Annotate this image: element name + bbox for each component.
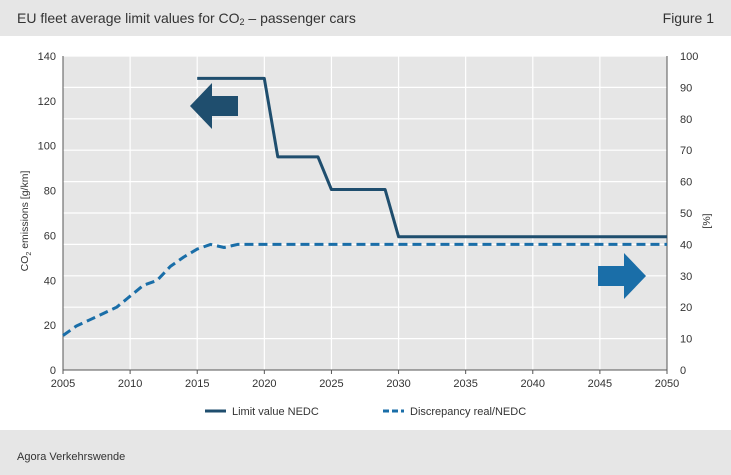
y-left-tick-label: 20 [44,320,56,332]
y-right-tick-label: 30 [680,271,692,283]
y-left-tick-label: 0 [50,365,56,377]
x-tick-label: 2045 [588,378,612,390]
y-axis-right-label: [%] [701,213,713,228]
y-right-tick-label: 0 [680,365,686,377]
y-right-tick-label: 40 [680,239,692,251]
x-tick-label: 2050 [655,378,679,390]
series-line-limit [197,76,667,239]
y-right-tick-label: 50 [680,208,692,220]
axes: 2005 2010 2015 2020 2025 2030 2035 2040 2045 2050… [38,51,699,390]
y-right-tick-label: 80 [680,114,692,126]
y-axis-left-label: CO2 emissions [g/km] [19,171,33,272]
title-text: EU fleet average limit values for CO [17,10,240,26]
figure-label: Figure 1 [662,10,714,26]
y-left-tick-label: 80 [44,186,56,198]
legend-label-discrepancy: Discrepancy real/NEDC [410,406,526,418]
x-tick-label: 2020 [252,378,276,390]
series-line-discrepancy [62,242,667,337]
y-right-tick-label: 60 [680,177,692,189]
x-tick-label: 2040 [521,378,545,390]
axis-arrows [190,83,646,299]
y-left-tick-label: 40 [44,275,56,287]
grid [63,55,667,370]
series-layer [62,76,667,337]
footer: Agora Verkehrswende [0,430,731,475]
legend-label-limit: Limit value NEDC [232,406,319,418]
y-right-tick-label: 90 [680,82,692,94]
title-text-end: – passenger cars [244,10,356,26]
x-tick-label: 2015 [185,378,209,390]
y-right-tick-label: 20 [680,302,692,314]
left-axis-arrow [190,83,238,129]
y-right-tick-label: 100 [680,51,698,63]
legend: Limit value NEDC Discrepancy real/NEDC [205,406,526,418]
y-left-tick-label: 120 [38,96,56,108]
chart-svg: 2005 2010 2015 2020 2025 2030 2035 2040 2045 2050… [19,51,713,418]
y-right-tick-label: 70 [680,145,692,157]
x-tick-label: 2010 [118,378,142,390]
x-tick-label: 2025 [319,378,343,390]
y-left-tick-label: 140 [38,51,56,63]
x-tick-label: 2005 [51,378,75,390]
chart-panel: 2005 2010 2015 2020 2025 2030 2035 2040 2045 2050… [0,36,731,430]
y-right-tick-label: 10 [680,334,692,346]
x-tick-label: 2030 [386,378,410,390]
y-left-tick-label: 60 [44,230,56,242]
right-axis-arrow [598,253,646,299]
y-left-tick-label: 100 [38,141,56,153]
header: EU fleet average limit values for CO2 – … [0,0,731,36]
chart-title: EU fleet average limit values for CO2 – … [17,10,356,27]
title-subscript: 2 [239,17,245,27]
source-label: Agora Verkehrswende [17,451,126,463]
x-tick-label: 2035 [453,378,477,390]
